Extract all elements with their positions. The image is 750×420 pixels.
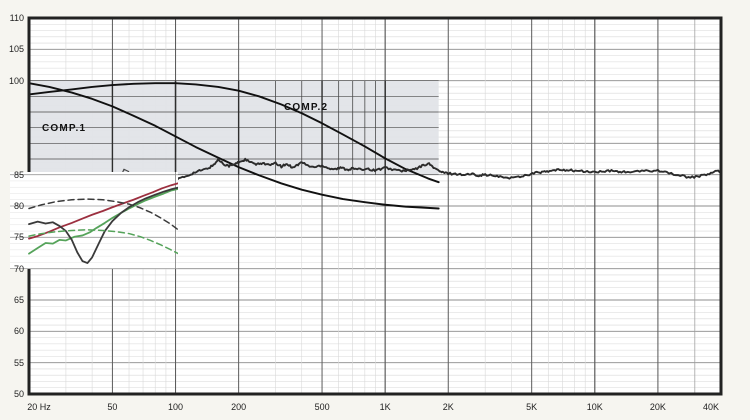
y-tick-label: 75: [13, 232, 24, 243]
y-tick-label: 80: [13, 201, 24, 211]
x-tick-label: 20K: [649, 402, 666, 412]
x-tick-label: 50: [107, 402, 118, 412]
x-tick-label: 100: [167, 402, 184, 412]
x-tick-label: 20 Hz: [27, 402, 51, 412]
inset-curve-dark-solid: [28, 186, 178, 264]
inset-curve-green-solid: [28, 187, 178, 255]
x-tick-label: 1K: [379, 402, 391, 412]
y-tick-label: 70: [13, 263, 24, 274]
y-tick-label: 105: [8, 44, 24, 55]
y-tick-label: 85: [13, 169, 24, 180]
comp-curve: [28, 82, 440, 184]
y-tick-label: 100: [8, 75, 24, 86]
comp1-annotation: COMP.1: [42, 123, 87, 134]
comp2-annotation: COMP.2: [284, 102, 329, 113]
inset-curve-red-solid: [28, 182, 178, 240]
comp-limit-curves: [28, 82, 440, 210]
y-tick-label: 110: [9, 13, 24, 23]
inset-curve-green-dashed: [28, 229, 178, 255]
y-tick-label: 60: [13, 326, 24, 337]
inset-curve-black-dashed: [28, 198, 178, 231]
x-tick-label: 5K: [526, 402, 538, 412]
y-tick-label: 55: [13, 357, 24, 368]
comp-curve: [28, 82, 440, 210]
x-tick-label: 40K: [702, 402, 720, 412]
x-tick-label: 500: [314, 402, 330, 412]
inset-overlay: [10, 172, 178, 269]
x-tick-label: 200: [231, 402, 247, 412]
y-tick-label: 65: [13, 295, 24, 305]
x-tick-label: 10K: [586, 402, 603, 412]
tolerance-band: [28, 80, 439, 176]
y-axis-ticks: 110 105 100 85 80 75 70 65 60 55 50: [0, 0, 24, 420]
y-tick-label: 50: [13, 389, 24, 399]
x-tick-label: 2K: [442, 402, 454, 412]
